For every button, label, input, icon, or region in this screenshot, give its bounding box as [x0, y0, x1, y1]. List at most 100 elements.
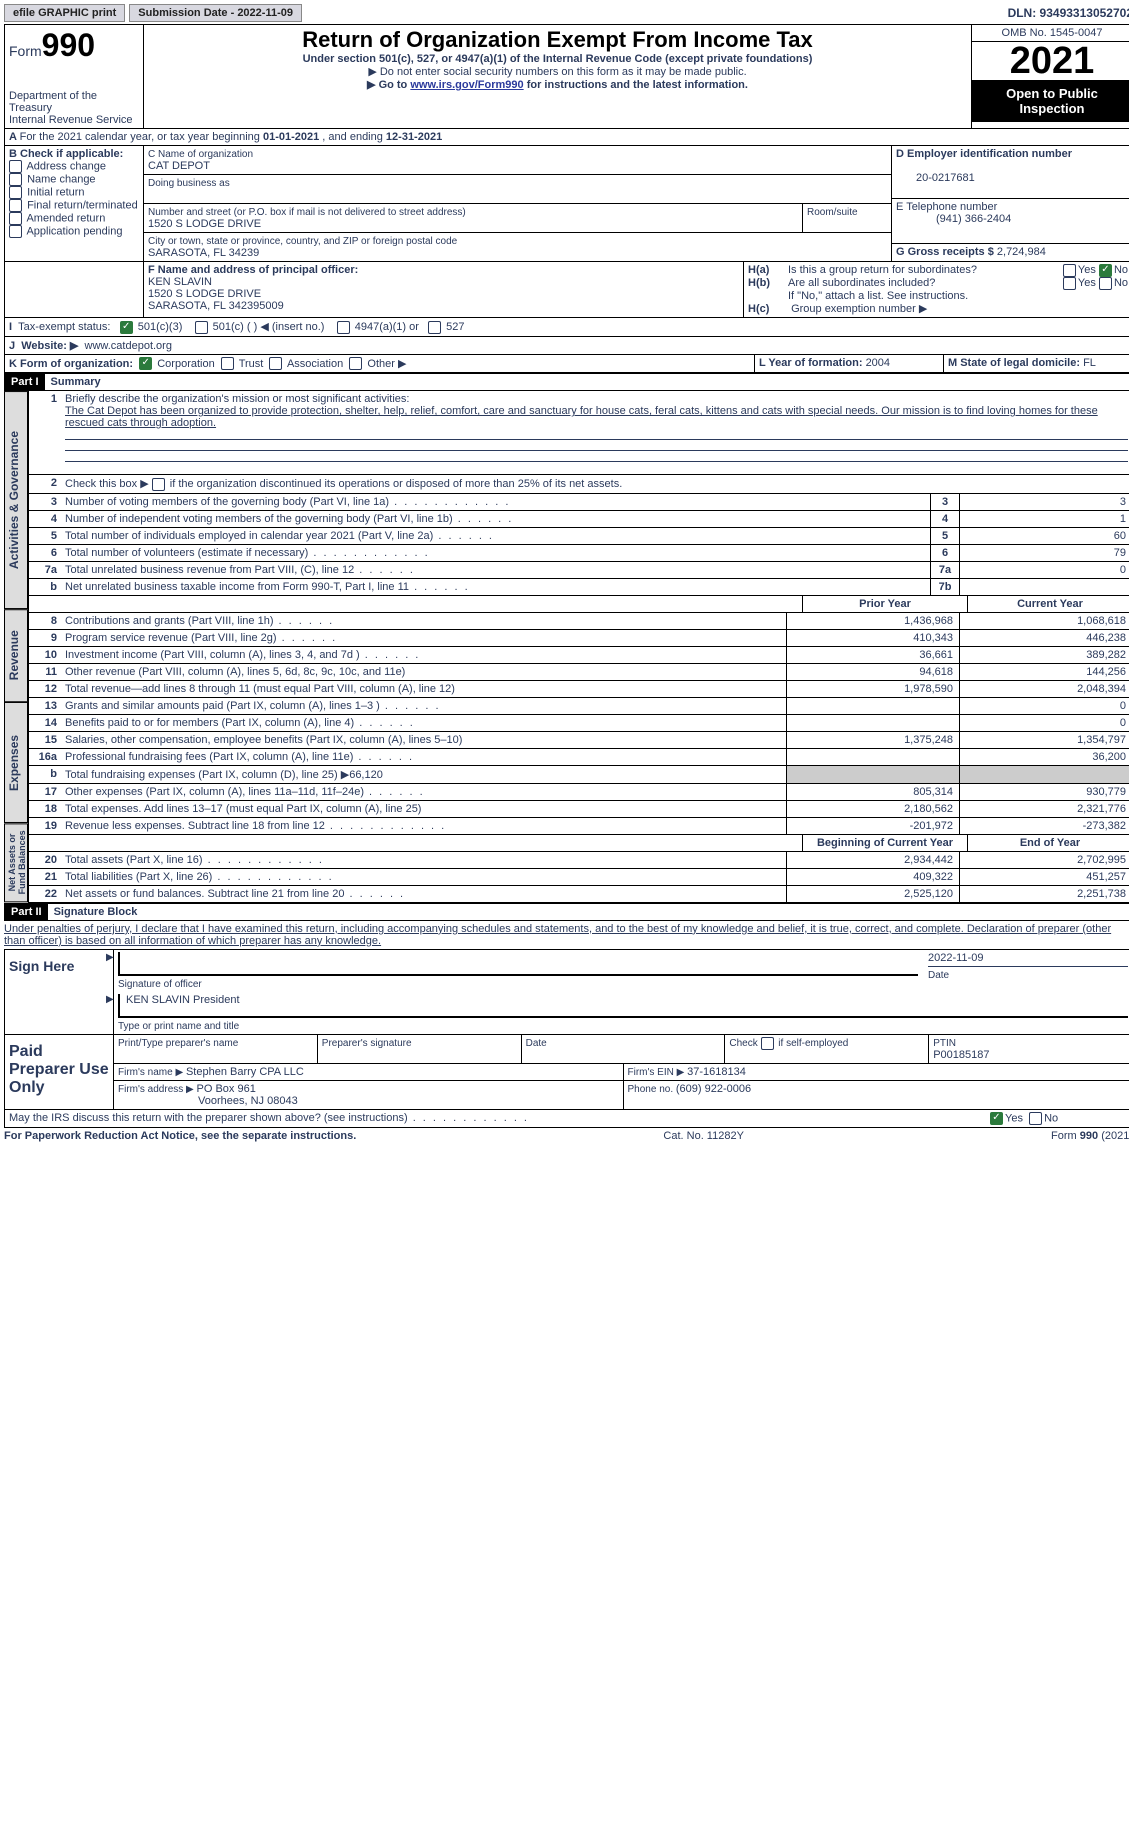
self-employed-checkbox[interactable]	[761, 1037, 774, 1050]
ptin-label: PTIN	[933, 1038, 956, 1049]
line7a-val: 0	[959, 562, 1129, 578]
website-label: Website: ▶	[21, 340, 78, 352]
box-m-label: M State of legal domicile:	[948, 357, 1083, 369]
line7b-val	[959, 579, 1129, 595]
klm-row: K Form of organization: Corporation Trus…	[4, 355, 1129, 374]
tab-net-assets: Net Assets or Fund Balances	[4, 823, 28, 902]
part-ii-title: Signature Block	[48, 906, 138, 918]
discuss-yes-checkbox[interactable]	[990, 1112, 1003, 1125]
street-label: Number and street (or P.O. box if mail i…	[148, 207, 466, 218]
address-change-checkbox[interactable]	[9, 160, 22, 173]
form-subtitle: Under section 501(c), 527, or 4947(a)(1)…	[148, 53, 967, 65]
box-g-label: G Gross receipts $	[896, 246, 997, 258]
line3-val: 3	[959, 494, 1129, 510]
corp-checkbox[interactable]	[139, 357, 152, 370]
line4-val: 1	[959, 511, 1129, 527]
firm-name: Stephen Barry CPA LLC	[186, 1066, 304, 1078]
other-checkbox[interactable]	[349, 357, 362, 370]
ha-yes-checkbox[interactable]	[1063, 264, 1076, 277]
amended-return-checkbox[interactable]	[9, 212, 22, 225]
line7a-desc: Total unrelated business revenue from Pa…	[61, 562, 930, 578]
hb-no-checkbox[interactable]	[1099, 277, 1112, 290]
line9-prior: 410,343	[786, 630, 959, 646]
paid-preparer-label: Paid Preparer Use Only	[5, 1035, 113, 1109]
ein: 20-0217681	[896, 172, 975, 184]
527-checkbox[interactable]	[428, 321, 441, 334]
sign-here-label: Sign Here	[5, 950, 113, 1034]
name-change-checkbox[interactable]	[9, 173, 22, 186]
form-header: Form990 Department of the Treasury Inter…	[4, 24, 1129, 129]
discuss-no-checkbox[interactable]	[1029, 1112, 1042, 1125]
ha-tag: H(a)	[748, 264, 788, 277]
application-pending-checkbox[interactable]	[9, 225, 22, 238]
line2-checkbox[interactable]	[152, 478, 165, 491]
firm-ein: 37-1618134	[687, 1066, 746, 1078]
officer-name: KEN SLAVIN	[148, 276, 212, 288]
501c-checkbox[interactable]	[195, 321, 208, 334]
line16a-curr: 36,200	[959, 749, 1129, 765]
line6-val: 79	[959, 545, 1129, 561]
hb-label: Are all subordinates included?	[788, 277, 1063, 290]
street: 1520 S LODGE DRIVE	[148, 218, 261, 230]
tax-exempt-label: Tax-exempt status:	[18, 321, 110, 333]
ha-no-checkbox[interactable]	[1099, 264, 1112, 277]
part-ii-header: Part II Signature Block	[4, 903, 1129, 921]
tab-expenses: Expenses	[4, 702, 28, 823]
line13-curr: 0	[959, 698, 1129, 714]
box-f-label: F Name and address of principal officer:	[148, 264, 358, 276]
line10-curr: 389,282	[959, 647, 1129, 663]
line4-desc: Number of independent voting members of …	[61, 511, 930, 527]
tab-activities-governance: Activities & Governance	[4, 391, 28, 609]
line16b-prior	[786, 766, 959, 783]
officer-group-block: F Name and address of principal officer:…	[4, 262, 1129, 318]
submission-date-button[interactable]: Submission Date - 2022-11-09	[129, 4, 302, 22]
line14-prior	[786, 715, 959, 731]
box-c-label: C Name of organization	[148, 149, 253, 160]
footer-right: Form 990 (2021)	[1051, 1130, 1129, 1142]
sig-date-val: 2022-11-09	[928, 952, 983, 964]
ha-label: Is this a group return for subordinates?	[788, 264, 1063, 277]
box-b-label: B Check if applicable:	[9, 148, 123, 160]
line9-curr: 446,238	[959, 630, 1129, 646]
501c3-checkbox[interactable]	[120, 321, 133, 334]
city-label: City or town, state or province, country…	[148, 236, 457, 247]
phone: (941) 366-2404	[896, 213, 1011, 225]
line19-prior: -201,972	[786, 818, 959, 834]
part-i-tag: Part I	[5, 374, 45, 390]
final-return-checkbox[interactable]	[9, 199, 22, 212]
page-footer: For Paperwork Reduction Act Notice, see …	[4, 1128, 1129, 1142]
hc-tag: H(c)	[748, 303, 788, 315]
hdr-eoy: End of Year	[967, 835, 1129, 851]
prep-sig-label: Preparer's signature	[322, 1038, 412, 1049]
dept-treasury: Department of the Treasury	[9, 90, 139, 114]
goto-note: Go to www.irs.gov/Form990 for instructio…	[148, 78, 967, 91]
year-formation: 2004	[866, 357, 890, 369]
officer-name-title: KEN SLAVIN President	[126, 994, 240, 1006]
hdr-boy: Beginning of Current Year	[802, 835, 967, 851]
assoc-checkbox[interactable]	[269, 357, 282, 370]
initial-return-checkbox[interactable]	[9, 186, 22, 199]
efile-print-button[interactable]: efile GRAPHIC print	[4, 4, 125, 22]
box-k-label: K Form of organization:	[9, 358, 133, 370]
line18-prior: 2,180,562	[786, 801, 959, 817]
hb-yes-checkbox[interactable]	[1063, 277, 1076, 290]
hdr-curr: Current Year	[967, 596, 1129, 612]
line11-prior: 94,618	[786, 664, 959, 680]
penalty-text: Under penalties of perjury, I declare th…	[4, 921, 1129, 949]
firm-addr2: Voorhees, NJ 08043	[118, 1095, 298, 1107]
line20-prior: 2,934,442	[786, 852, 959, 868]
tax-year: 2021	[972, 42, 1129, 80]
self-employed-cell: Check if self-employed	[724, 1035, 928, 1063]
state-domicile: FL	[1083, 357, 1096, 369]
trust-checkbox[interactable]	[221, 357, 234, 370]
hc-label: Group exemption number ▶	[791, 303, 927, 315]
prep-date-label: Date	[526, 1038, 547, 1049]
line10-prior: 36,661	[786, 647, 959, 663]
4947a1-checkbox[interactable]	[337, 321, 350, 334]
website-value: www.catdepot.org	[85, 340, 172, 352]
line15-prior: 1,375,248	[786, 732, 959, 748]
identity-block: B Check if applicable: Address change Na…	[4, 146, 1129, 262]
line22-prior: 2,525,120	[786, 886, 959, 902]
prep-name-label: Print/Type preparer's name	[118, 1038, 238, 1049]
form990-link[interactable]: www.irs.gov/Form990	[410, 79, 523, 91]
